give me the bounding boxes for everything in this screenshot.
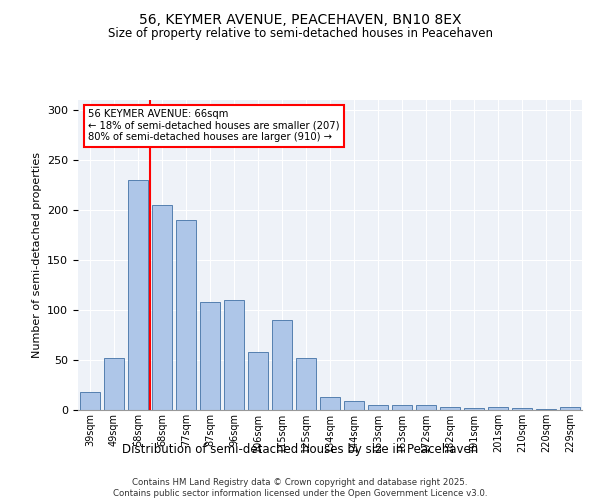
Text: Size of property relative to semi-detached houses in Peacehaven: Size of property relative to semi-detach…	[107, 28, 493, 40]
Bar	[320, 397, 340, 410]
Bar	[440, 407, 460, 410]
Text: 56, KEYMER AVENUE, PEACEHAVEN, BN10 8EX: 56, KEYMER AVENUE, PEACEHAVEN, BN10 8EX	[139, 12, 461, 26]
Bar	[80, 392, 100, 410]
Bar	[392, 405, 412, 410]
Bar	[416, 405, 436, 410]
Bar	[128, 180, 148, 410]
Text: 56 KEYMER AVENUE: 66sqm
← 18% of semi-detached houses are smaller (207)
80% of s: 56 KEYMER AVENUE: 66sqm ← 18% of semi-de…	[88, 110, 340, 142]
Bar	[248, 352, 268, 410]
Bar	[536, 409, 556, 410]
Text: Contains HM Land Registry data © Crown copyright and database right 2025.
Contai: Contains HM Land Registry data © Crown c…	[113, 478, 487, 498]
Bar	[200, 302, 220, 410]
Text: Distribution of semi-detached houses by size in Peacehaven: Distribution of semi-detached houses by …	[122, 442, 478, 456]
Bar	[152, 205, 172, 410]
Y-axis label: Number of semi-detached properties: Number of semi-detached properties	[32, 152, 41, 358]
Bar	[464, 408, 484, 410]
Bar	[560, 407, 580, 410]
Bar	[104, 358, 124, 410]
Bar	[176, 220, 196, 410]
Bar	[224, 300, 244, 410]
Bar	[368, 405, 388, 410]
Bar	[344, 401, 364, 410]
Bar	[272, 320, 292, 410]
Bar	[488, 407, 508, 410]
Bar	[512, 408, 532, 410]
Bar	[296, 358, 316, 410]
